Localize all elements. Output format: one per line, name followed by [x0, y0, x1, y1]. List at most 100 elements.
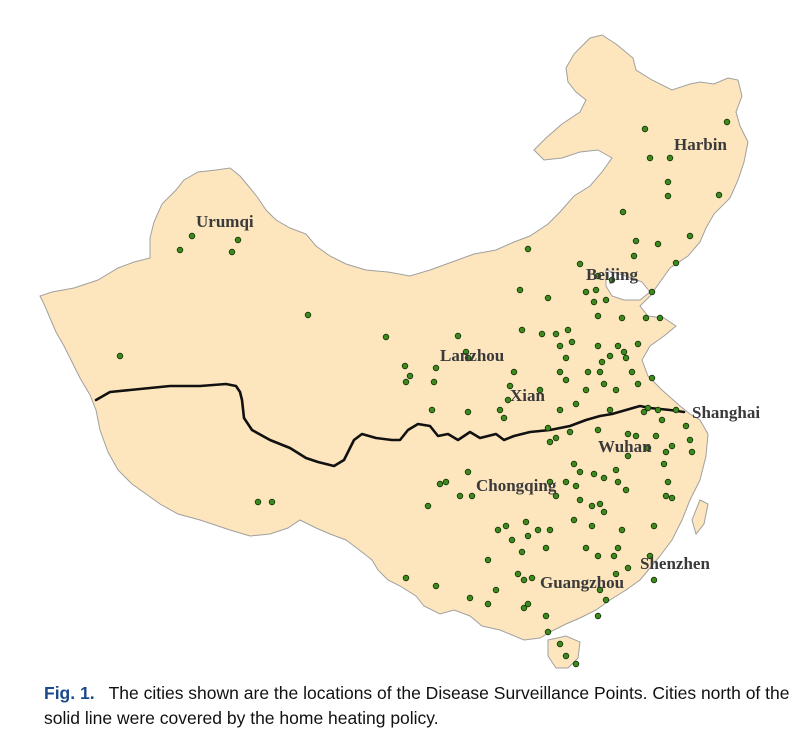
surveillance-point-dot	[576, 260, 584, 268]
surveillance-point-dot	[654, 240, 662, 248]
surveillance-point-dot	[514, 570, 522, 578]
surveillance-point-dot	[584, 368, 592, 376]
surveillance-point-dot	[528, 574, 536, 582]
surveillance-point-dot	[466, 594, 474, 602]
surveillance-point-dot	[640, 408, 648, 416]
surveillance-point-dot	[606, 406, 614, 414]
surveillance-point-dot	[402, 378, 410, 386]
surveillance-point-dot	[268, 498, 276, 506]
surveillance-point-dot	[686, 436, 694, 444]
surveillance-point-dot	[552, 330, 560, 338]
surveillance-point-dot	[664, 478, 672, 486]
surveillance-point-dot	[562, 478, 570, 486]
surveillance-point-dot	[428, 406, 436, 414]
surveillance-point-dot	[632, 432, 640, 440]
surveillance-point-dot	[456, 492, 464, 500]
surveillance-point-dot	[686, 232, 694, 240]
surveillance-point-dot	[546, 438, 554, 446]
city-label-lanzhou: Lanzhou	[440, 346, 504, 365]
surveillance-point-dot	[582, 386, 590, 394]
surveillance-point-dot	[641, 125, 649, 133]
surveillance-point-dot	[624, 564, 632, 572]
city-label-shanghai: Shanghai	[692, 403, 760, 422]
figure-label: Fig. 1.	[44, 683, 95, 703]
surveillance-point-dot	[436, 480, 444, 488]
surveillance-point-dot	[432, 364, 440, 372]
city-label-chongqing: Chongqing	[476, 476, 557, 495]
surveillance-point-dot	[534, 526, 542, 534]
surveillance-point-dot	[642, 314, 650, 322]
surveillance-point-dot	[606, 352, 614, 360]
surveillance-point-dot	[650, 576, 658, 584]
surveillance-point-dot	[504, 396, 512, 404]
surveillance-point-dot	[600, 508, 608, 516]
surveillance-point-dot	[715, 191, 723, 199]
surveillance-point-dot	[570, 516, 578, 524]
surveillance-point-dot	[594, 272, 602, 280]
city-label-xian: Xian	[510, 386, 546, 405]
surveillance-point-dot	[644, 444, 652, 452]
surveillance-point-dot	[176, 246, 184, 254]
surveillance-point-dot	[594, 612, 602, 620]
surveillance-point-dot	[524, 532, 532, 540]
surveillance-point-dot	[424, 502, 432, 510]
city-label-wuhan: Wuhan	[598, 437, 652, 456]
surveillance-point-dot	[648, 374, 656, 382]
surveillance-point-dot	[454, 332, 462, 340]
surveillance-point-dot	[668, 442, 676, 450]
surveillance-point-dot	[634, 380, 642, 388]
surveillance-point-dot	[662, 448, 670, 456]
surveillance-point-dot	[614, 342, 622, 350]
surveillance-point-dot	[612, 386, 620, 394]
surveillance-point-dot	[688, 448, 696, 456]
surveillance-point-dot	[634, 340, 642, 348]
surveillance-point-dot	[656, 314, 664, 322]
surveillance-point-dot	[590, 470, 598, 478]
surveillance-point-dot	[556, 406, 564, 414]
surveillance-point-dot	[542, 612, 550, 620]
surveillance-point-dot	[508, 536, 516, 544]
surveillance-point-dot	[484, 600, 492, 608]
surveillance-point-dot	[430, 378, 438, 386]
surveillance-point-dot	[544, 628, 552, 636]
city-label-urumqi: Urumqi	[196, 212, 254, 231]
surveillance-point-dot	[660, 460, 668, 468]
surveillance-point-dot	[546, 526, 554, 534]
surveillance-point-dot	[562, 652, 570, 660]
surveillance-point-dot	[552, 434, 560, 442]
china-mainland	[39, 34, 749, 641]
surveillance-point-dot	[464, 408, 472, 416]
surveillance-point-dot	[598, 358, 606, 366]
surveillance-point-dot	[522, 518, 530, 526]
surveillance-point-dot	[432, 582, 440, 590]
surveillance-point-dot	[570, 460, 578, 468]
surveillance-point-dot	[723, 118, 731, 126]
surveillance-point-dot	[562, 376, 570, 384]
surveillance-point-dot	[594, 342, 602, 350]
surveillance-point-dot	[610, 552, 618, 560]
surveillance-point-dot	[666, 154, 674, 162]
bohai-bay	[605, 269, 651, 301]
surveillance-point-dot	[568, 338, 576, 346]
surveillance-point-dot	[594, 552, 602, 560]
surveillance-point-dot	[632, 237, 640, 245]
surveillance-point-dot	[542, 544, 550, 552]
surveillance-point-dot	[652, 432, 660, 440]
surveillance-point-dot	[672, 259, 680, 267]
surveillance-point-dot	[600, 474, 608, 482]
surveillance-point-dot	[624, 430, 632, 438]
surveillance-point-dot	[116, 352, 124, 360]
surveillance-point-dot	[406, 372, 414, 380]
surveillance-point-dot	[576, 496, 584, 504]
city-label-beijing: Beijing	[586, 265, 638, 284]
surveillance-point-dot	[619, 208, 627, 216]
surveillance-point-dot	[664, 178, 672, 186]
surveillance-point-dot	[228, 248, 236, 256]
surveillance-point-dot	[254, 498, 262, 506]
surveillance-point-dot	[594, 426, 602, 434]
surveillance-point-dot	[516, 286, 524, 294]
surveillance-point-dot	[520, 576, 528, 584]
city-label-harbin: Harbin	[674, 135, 727, 154]
surveillance-point-dot	[442, 478, 450, 486]
surveillance-point-dot	[402, 574, 410, 582]
